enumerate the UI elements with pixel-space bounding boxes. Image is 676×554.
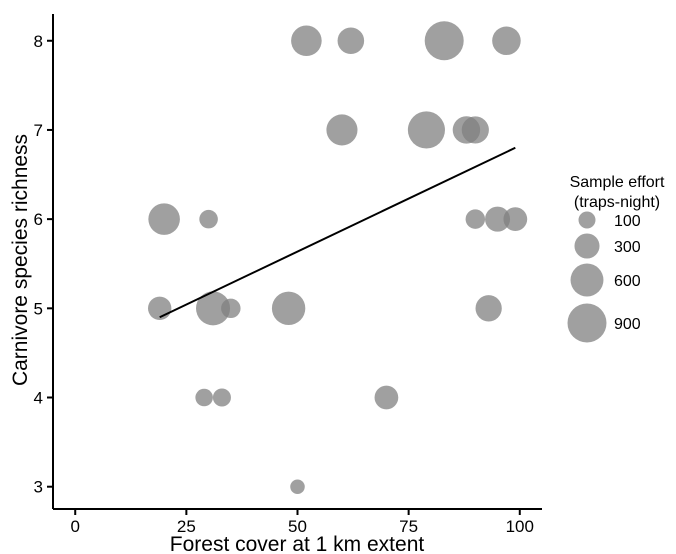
data-point — [461, 116, 489, 144]
data-point — [199, 209, 218, 229]
legend-title-line1: Sample effort — [570, 174, 665, 191]
data-point — [374, 385, 399, 410]
axes-layer — [52, 14, 542, 510]
legend-symbol — [570, 263, 604, 297]
y-axis-label: Carnivore species richness — [9, 134, 32, 386]
data-point — [195, 388, 213, 407]
y-tick-label: 8 — [34, 32, 43, 51]
data-point — [148, 203, 180, 235]
y-tick-label: 4 — [34, 389, 43, 408]
y-tick-label: 6 — [34, 210, 43, 229]
x-axis-label: Forest cover at 1 km extent — [170, 533, 425, 554]
data-point — [407, 111, 445, 149]
data-point — [271, 291, 306, 326]
data-point — [485, 206, 511, 232]
legend-symbol — [574, 233, 600, 259]
data-point — [326, 114, 358, 146]
ticks-layer: 0 25 50 75 100 3 4 5 6 7 8 — [34, 32, 534, 536]
x-tick-label: 25 — [177, 517, 196, 536]
legend-label: 300 — [614, 239, 641, 256]
y-tick-label: 7 — [34, 121, 43, 140]
x-tick-label: 100 — [506, 517, 534, 536]
legend-title-line2: (traps-night) — [574, 194, 660, 211]
data-point — [337, 27, 365, 55]
data-point — [221, 298, 241, 319]
data-point — [196, 291, 231, 326]
y-tick-label: 3 — [34, 478, 43, 497]
data-point — [291, 25, 322, 57]
y-tick-label: 5 — [34, 299, 43, 318]
legend: Sample effort (traps-night) 100 300 600 900 — [567, 174, 665, 343]
x-tick-label: 75 — [399, 517, 418, 536]
data-point — [465, 209, 486, 229]
legend-label: 900 — [614, 316, 641, 333]
data-point — [492, 26, 521, 56]
trend-layer — [159, 146, 516, 319]
legend-label: 100 — [614, 213, 641, 230]
legend-label: 600 — [614, 273, 641, 290]
data-point — [424, 21, 464, 61]
data-point — [475, 295, 502, 322]
data-point — [290, 479, 305, 494]
legend-symbol — [567, 303, 607, 343]
x-tick-label: 0 — [70, 517, 79, 536]
points-layer — [147, 21, 528, 494]
data-point — [212, 388, 231, 407]
trend-line — [159, 146, 516, 319]
legend-symbol — [578, 211, 596, 229]
x-tick-label: 50 — [288, 517, 307, 536]
data-point — [503, 207, 528, 232]
